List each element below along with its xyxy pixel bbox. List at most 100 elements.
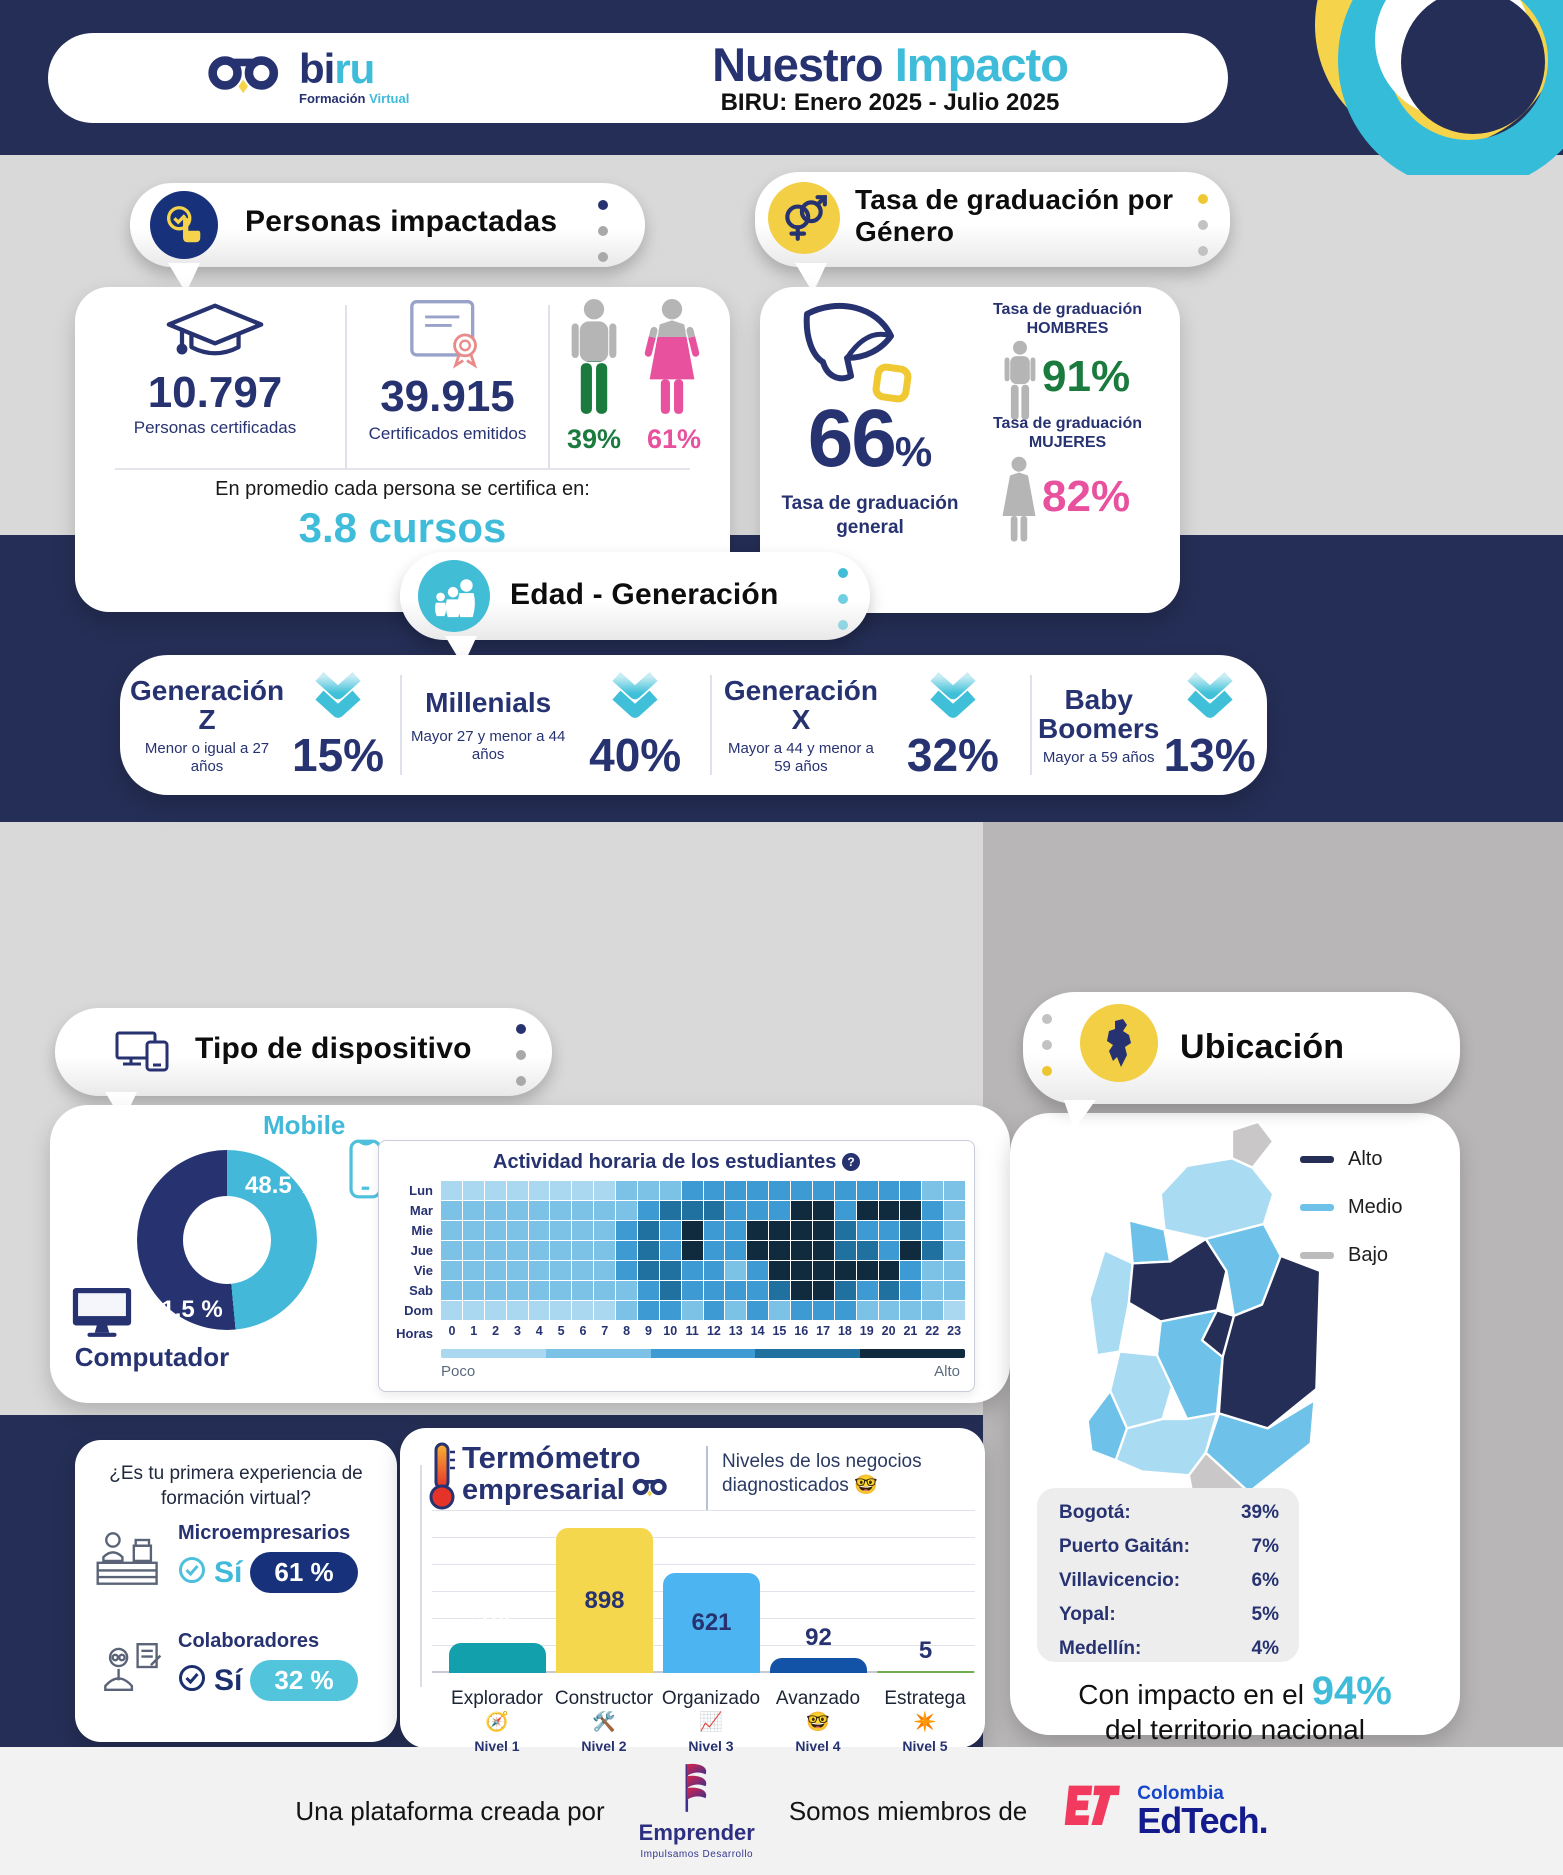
city-list: Bogotá: 39% Puerto Gaitán: 7% Villavicenci… bbox=[1037, 1488, 1299, 1662]
header-pill bbox=[48, 33, 1228, 123]
graduation-cap-icon bbox=[160, 300, 270, 371]
termometro-subtitle: Niveles de los negocios diagnosticados 🤓 bbox=[722, 1451, 922, 1496]
heatmap-day-labels: Lun Mar Mie Jue Vie Sab Dom Horas bbox=[396, 1183, 433, 1341]
avg-value: 3.8 cursos bbox=[298, 504, 507, 551]
page-subtitle: BIRU: Enero 2025 - Julio 2025 bbox=[720, 89, 1060, 117]
general-label-2: general bbox=[836, 516, 904, 538]
nerd-emoji: 🤓 bbox=[806, 1712, 830, 1733]
biru-logo: biru Formación Virtual bbox=[205, 48, 409, 105]
dot bbox=[1042, 1066, 1052, 1076]
legend-label: Bajo bbox=[1348, 1244, 1389, 1266]
dispositivo-bubble bbox=[55, 1008, 552, 1096]
dot bbox=[1198, 220, 1208, 230]
male-pct: 39% bbox=[566, 424, 622, 454]
family-icon bbox=[418, 560, 490, 632]
check-circle-icon bbox=[178, 1556, 206, 1589]
general-rate-value: 66 bbox=[807, 393, 897, 484]
mobile-value: 48.5 % bbox=[245, 1172, 320, 1199]
gen-desc: Mayor a 59 años bbox=[1042, 749, 1155, 767]
bar-estratega bbox=[877, 1671, 974, 1673]
edad-card bbox=[120, 655, 1267, 795]
generation-item: Baby Boomers Mayor a 59 años 13% bbox=[1038, 665, 1260, 787]
termometro-logo-1: Termómetro bbox=[462, 1440, 641, 1475]
mujeres-label-2: MUJERES bbox=[1028, 434, 1107, 452]
microempresario-icon bbox=[92, 1528, 168, 1595]
rocket-icon bbox=[785, 296, 925, 421]
monitor-icon bbox=[72, 1288, 132, 1345]
legend-high-label: Alto bbox=[934, 1363, 960, 1380]
device-donut-hole bbox=[183, 1196, 271, 1284]
certificados-label: Certificados emitidos bbox=[368, 424, 527, 443]
mobile-label: Mobile bbox=[263, 1110, 346, 1140]
city-row: Yopal: 5% bbox=[1059, 1604, 1279, 1625]
gen-desc: Mayor a 44 y menor a 59 años bbox=[727, 740, 874, 776]
emprender-tagline: Impulsamos Desarrollo bbox=[640, 1849, 754, 1860]
experiencia-answer-row: Sí 61 % bbox=[178, 1552, 358, 1593]
chevron-double-down-icon bbox=[925, 671, 981, 727]
experiencia-group: Colaboradores bbox=[178, 1630, 320, 1652]
colaborador-icon bbox=[92, 1636, 168, 1703]
female-gray-figure bbox=[998, 456, 1040, 551]
devices-icon bbox=[115, 1030, 177, 1081]
experiencia-answer-row: Sí 32 % bbox=[178, 1660, 358, 1701]
dot bbox=[516, 1024, 526, 1034]
experiencia-group: Microempresarios bbox=[178, 1522, 351, 1544]
chevron-double-down-icon bbox=[607, 671, 663, 727]
city-row: Medellín: 4% bbox=[1059, 1638, 1279, 1659]
ubicacion-title: Ubicación bbox=[1180, 1028, 1345, 1066]
emprender-flag-icon bbox=[680, 1762, 714, 1818]
gen-name: Generación bbox=[723, 674, 878, 706]
gen-name: Millenials bbox=[425, 687, 552, 719]
certificadas-value: 10.797 bbox=[147, 368, 283, 417]
gen-desc: Menor o igual a 27 años bbox=[144, 740, 270, 776]
tools-emoji: 🛠️ bbox=[592, 1712, 616, 1733]
bar-constructor bbox=[556, 1528, 653, 1673]
bar-value: 5 bbox=[918, 1637, 933, 1664]
header-title-block: Nuestro Impacto BIRU: Enero 2025 - Julio… bbox=[640, 40, 1140, 117]
biru-word-cyan: ru bbox=[334, 45, 375, 92]
answer-si: Sí bbox=[214, 1663, 243, 1697]
general-label-1: Tasa de graduación bbox=[781, 493, 959, 514]
page-title-1: Nuestro bbox=[712, 38, 884, 91]
compass-emoji: 🧭 bbox=[485, 1712, 509, 1733]
dot bbox=[838, 568, 848, 578]
gen-name: Generación bbox=[130, 674, 285, 706]
edtech-country: Colombia bbox=[1137, 1782, 1224, 1804]
avg-prefix: En promedio cada persona se certifica en… bbox=[215, 478, 590, 500]
tap-icon bbox=[150, 191, 218, 259]
general-rate-sign: % bbox=[894, 428, 933, 475]
general-rate: 66% bbox=[770, 392, 970, 486]
footer: Una plataforma creada por Emprender Impu… bbox=[0, 1747, 1563, 1875]
dot bbox=[516, 1050, 526, 1060]
dot bbox=[516, 1076, 526, 1086]
bar-category: Avanzado 🤓 Nivel 4 bbox=[775, 1688, 861, 1754]
colombia-icon bbox=[1080, 1004, 1158, 1082]
edtech-name: EdTech. bbox=[1137, 1799, 1268, 1841]
generation-item: Generación X Mayor a 44 y menor a 59 años… bbox=[718, 665, 1022, 787]
biru-glasses-icon bbox=[631, 1475, 673, 1504]
page-title-2: Impacto bbox=[894, 38, 1069, 91]
check-circle-icon bbox=[178, 1664, 206, 1697]
bar-category: Estratega ✴️ Nivel 5 bbox=[884, 1688, 966, 1754]
biru-tagline-2: Virtual bbox=[369, 91, 410, 106]
heatmap-title: Actividad horaria de los estudiantes ? bbox=[379, 1151, 974, 1174]
pct-pill: 61 % bbox=[250, 1552, 358, 1593]
bar-category: Explorador 🧭 Nivel 1 bbox=[451, 1688, 543, 1754]
dot bbox=[1042, 1040, 1052, 1050]
male-gray-figure bbox=[1000, 340, 1040, 429]
dot bbox=[1042, 1014, 1052, 1024]
certificate-icon bbox=[402, 296, 492, 377]
legend-label: Alto bbox=[1348, 1148, 1383, 1170]
bar-avanzado bbox=[770, 1658, 867, 1673]
map-legend-item: Bajo bbox=[1300, 1244, 1388, 1267]
termometro-logo-2: empresarial bbox=[462, 1473, 625, 1506]
impact-statement: Con impacto en el 94% del territorio nac… bbox=[1078, 1669, 1392, 1745]
female-pct: 61% bbox=[646, 424, 702, 454]
heatmap-grid bbox=[441, 1181, 965, 1320]
city-row: Villavicencio: 6% bbox=[1059, 1570, 1279, 1591]
chevron-double-down-icon bbox=[310, 671, 366, 727]
gen-value: 32% bbox=[906, 728, 999, 781]
emprender-logo: Emprender Impulsamos Desarrollo bbox=[639, 1762, 755, 1860]
gen-value: 13% bbox=[1163, 728, 1256, 781]
